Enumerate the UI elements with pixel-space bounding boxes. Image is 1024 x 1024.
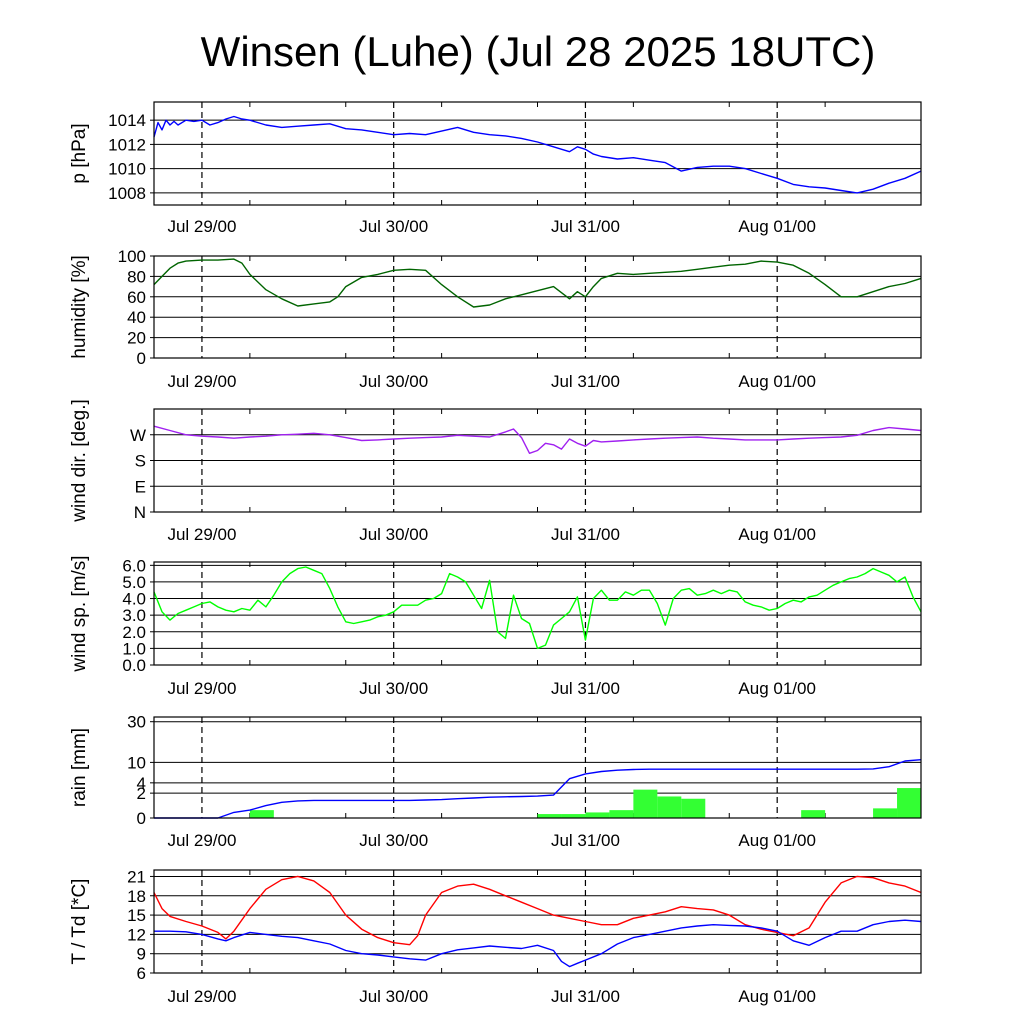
rain-bar (633, 789, 658, 818)
y-tick-label: 10 (127, 753, 146, 772)
rain-bar (537, 814, 562, 818)
x-tick-label: Jul 31/00 (551, 525, 620, 544)
panel-frame (153, 869, 922, 974)
series-line-0 (153, 875, 922, 946)
chart-title: Winsen (Luhe) (Jul 28 2025 18UTC) (201, 28, 876, 75)
x-tick-label: Jul 30/00 (359, 217, 428, 236)
series-line-0 (153, 115, 922, 194)
series-line-0 (153, 258, 922, 308)
series-line-0 (153, 566, 922, 650)
rain-bar (873, 808, 898, 818)
y-tick-label: 0 (137, 349, 146, 368)
y-tick-label: 18 (127, 887, 146, 906)
x-tick-label: Aug 01/00 (738, 987, 816, 1006)
y-tick-label: 1010 (108, 160, 146, 179)
x-tick-label: Jul 29/00 (167, 831, 236, 850)
y-tick-label: N (134, 503, 146, 522)
rain-bar (681, 798, 706, 818)
x-tick-label: Jul 29/00 (167, 525, 236, 544)
x-tick-label: Jul 29/00 (167, 372, 236, 391)
y-tick-label: 21 (127, 867, 146, 886)
y-tick-label: E (135, 477, 146, 496)
rain-bar (897, 788, 921, 818)
y-tick-label: 0 (137, 809, 146, 828)
panel-frame (153, 716, 922, 819)
y-tick-label: 30 (127, 713, 146, 732)
x-tick-label: Jul 30/00 (359, 831, 428, 850)
y-tick-label: 1014 (108, 111, 146, 130)
y-tick-label: 100 (118, 247, 146, 266)
y-tick-label: 6.0 (122, 556, 146, 575)
y-tick-label: 15 (127, 906, 146, 925)
y-tick-label: 80 (127, 267, 146, 286)
x-tick-label: Aug 01/00 (738, 679, 816, 698)
panel-frame (153, 101, 922, 206)
rain-bar (609, 810, 634, 818)
x-tick-label: Jul 29/00 (167, 217, 236, 236)
panel-frame (153, 255, 922, 359)
y-tick-label: 12 (127, 925, 146, 944)
x-tick-label: Jul 30/00 (359, 987, 428, 1006)
series-line-0 (154, 759, 922, 819)
x-tick-label: Jul 31/00 (551, 217, 620, 236)
x-tick-label: Jul 31/00 (551, 987, 620, 1006)
rain-bar (657, 796, 682, 818)
x-tick-label: Jul 29/00 (167, 679, 236, 698)
x-tick-label: Jul 29/00 (167, 987, 236, 1006)
y-tick-label: 4 (137, 774, 146, 793)
rain-bar (585, 812, 610, 818)
y-axis-label: T / Td [*C] (69, 879, 90, 965)
y-axis-label: rain [mm] (69, 728, 90, 807)
y-tick-label: 5.0 (122, 573, 146, 592)
y-axis-label: wind sp. [m/s] (69, 555, 90, 672)
y-tick-label: 20 (127, 329, 146, 348)
x-tick-label: Aug 01/00 (738, 525, 816, 544)
y-axis-label: p [hPa] (69, 123, 90, 183)
rain-bar (249, 810, 274, 818)
y-tick-label: W (130, 426, 146, 445)
y-tick-label: 2 (137, 784, 146, 803)
x-tick-label: Aug 01/00 (738, 831, 816, 850)
y-tick-label: 40 (127, 308, 146, 327)
panel-frame (153, 408, 922, 513)
x-tick-label: Jul 31/00 (551, 372, 620, 391)
x-tick-label: Jul 31/00 (551, 679, 620, 698)
series-line-1 (154, 919, 922, 968)
y-tick-label: 3.0 (122, 606, 146, 625)
y-tick-label: 9 (137, 945, 146, 964)
y-tick-label: 6 (137, 964, 146, 983)
rain-bar (561, 814, 586, 818)
y-tick-label: 1008 (108, 184, 146, 203)
x-tick-label: Aug 01/00 (738, 217, 816, 236)
panel-0: 1008 1010 1012 1014 Jul 29/00 Jul 30/00 Jul 31… (69, 101, 922, 236)
y-tick-label: 2.0 (122, 623, 146, 642)
x-tick-label: Aug 01/00 (738, 372, 816, 391)
x-tick-label: Jul 31/00 (551, 831, 620, 850)
y-axis-label: humidity [%] (69, 255, 90, 358)
y-axis-label: wind dir. [deg.] (69, 399, 90, 523)
x-tick-label: Jul 30/00 (359, 372, 428, 391)
x-tick-label: Jul 30/00 (359, 679, 428, 698)
panel-3: 0.01.02.03.04.05.06.0 Jul 29/00 Jul 30/00 J… (69, 555, 922, 698)
rain-bar (801, 810, 826, 818)
y-tick-label: S (135, 452, 146, 471)
x-tick-label: Jul 30/00 (359, 525, 428, 544)
series-line-0 (153, 425, 922, 454)
y-tick-label: 4.0 (122, 590, 146, 609)
y-tick-label: 1012 (108, 135, 146, 154)
y-tick-label: 1.0 (122, 639, 146, 658)
y-tick-label: 0.0 (122, 656, 146, 675)
panel-4: 0 24 10 30 Jul 29/00 Jul 30/00 Jul 31/00 Aug 01… (69, 713, 922, 850)
y-tick-label: 60 (127, 288, 146, 307)
panel-frame (153, 561, 922, 666)
